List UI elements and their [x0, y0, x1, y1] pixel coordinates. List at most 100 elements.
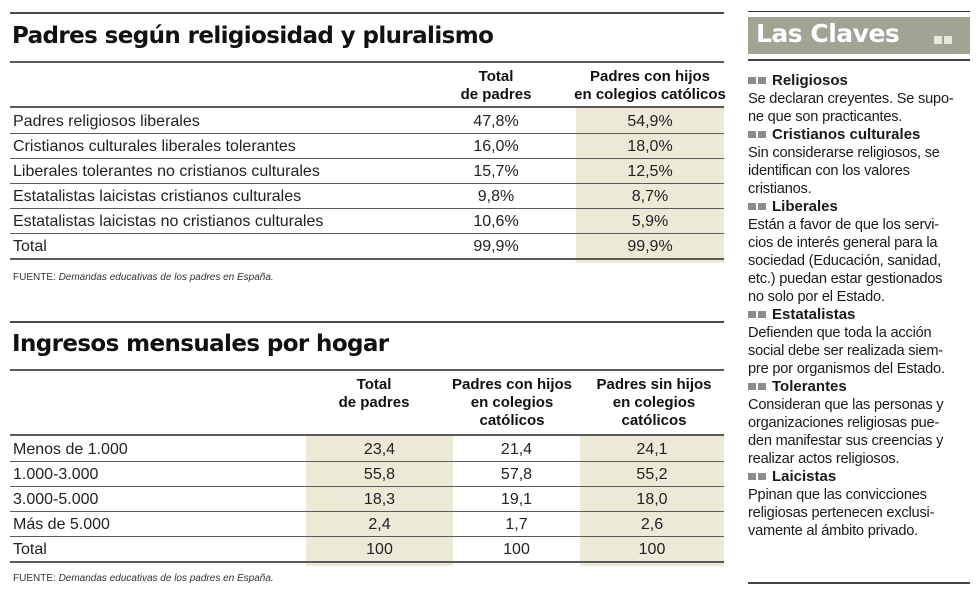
table2-row: Menos de 1.000 23,4 21,4 24,1: [10, 436, 724, 462]
table2-top-rule: [10, 321, 724, 323]
table1-row-label: Estatalistas laicistas cristianos cultur…: [13, 188, 302, 205]
table2-cell: 55,2: [636, 466, 668, 483]
table2-row: 3.000-5.000 18,3 19,1 18,0: [10, 486, 724, 512]
table1-col-total-line2: de padres: [460, 86, 532, 103]
table2-cell: 24,1: [636, 441, 668, 458]
table1-row-label: Cristianos culturales liberales tolerant…: [13, 138, 296, 155]
table1-cell: 8,7%: [631, 188, 669, 205]
claves-definition-line: den manifestar sus creencias y: [748, 433, 944, 449]
table1-cell: 5,9%: [631, 213, 669, 230]
table2-shaded-column-sin: [580, 436, 724, 566]
table2-cell: 57,8: [500, 466, 533, 483]
claves-definition-line: realizar actos religiosos.: [748, 451, 900, 467]
claves-entry-term: Tolerantes: [748, 378, 970, 396]
claves-term-label: Tolerantes: [772, 378, 847, 395]
table1-row: Cristianos culturales liberales tolerant…: [10, 133, 724, 159]
table2-row-label: Total: [13, 541, 47, 558]
claves-header: Las Claves: [748, 17, 970, 54]
table1-row: Estatalistas laicistas no cristianos cul…: [10, 208, 724, 234]
table1-row: Estatalistas laicistas cristianos cultur…: [10, 183, 724, 209]
claves-squares-icon: [934, 31, 954, 49]
table1-cell: 18,0%: [627, 138, 673, 155]
bullet-squares-icon: [748, 468, 772, 485]
claves-definition-line: Se declaran creyentes. Se supo-: [748, 91, 954, 107]
table1-source-prefix: FUENTE:: [13, 272, 56, 283]
bullet-squares-icon: [748, 306, 772, 323]
table2-title: Ingresos mensuales por hogar: [12, 331, 389, 357]
table2-cell: 18,0: [636, 491, 668, 508]
claves-definition-line: Ppinan que las convicciones: [748, 487, 927, 503]
table2-cell: 19,1: [500, 491, 533, 508]
claves-entry: Laicistas Ppinan que las convicciones reli…: [748, 468, 970, 540]
table1-row: Liberales tolerantes no cristianos cultu…: [10, 158, 724, 184]
claves-definition-line: etc.) puedan estar gestionados: [748, 271, 943, 287]
table1-source: FUENTE: Demandas educativas de los padre…: [13, 272, 274, 283]
table2-source: FUENTE: Demandas educativas de los padre…: [13, 573, 274, 584]
table2-row-label: 3.000-5.000: [13, 491, 99, 508]
table1-cell: 16,0%: [473, 138, 519, 155]
claves-definition-line: cios de interés general para la: [748, 235, 938, 251]
table1-source-text: Demandas educativas de los padres en Esp…: [58, 272, 274, 283]
claves-entry: Cristianos culturales Sin considerarse re…: [748, 126, 970, 198]
table2-source-prefix: FUENTE:: [13, 573, 56, 584]
claves-entry: Estatalistas Defienden que toda la acción…: [748, 306, 970, 378]
table1-row: Padres religiosos liberales 47,8% 54,9%: [10, 108, 724, 134]
table1-cell: 99,9%: [473, 238, 519, 255]
table2-cell: 100: [366, 541, 393, 558]
claves-definition-line: organizaciones religiosas pue-: [748, 415, 940, 431]
claves-term-label: Estatalistas: [772, 306, 856, 323]
claves-title: Las Claves: [756, 19, 900, 48]
table2-col-total-line2: de padres: [338, 394, 410, 411]
claves-entry-term: Religiosos: [748, 72, 970, 90]
bullet-squares-icon: [748, 198, 772, 215]
claves-definition-line: sociedad (Educación, sanidad,: [748, 253, 941, 269]
table2-col-con-line1: Padres con hijos: [451, 376, 573, 393]
claves-definition-line: pre por organismos del Estado.: [748, 361, 945, 377]
table2-cell: 1,7: [505, 516, 528, 533]
claves-term-label: Laicistas: [772, 468, 837, 485]
claves-definition-line: ne que son practicantes.: [748, 109, 903, 125]
table2-cell: 2,6: [640, 516, 664, 533]
claves-definition-line: cristianos.: [748, 181, 812, 197]
table1-col-catholic-line1: Padres con hijos: [589, 68, 711, 85]
table2-col-con-line2: en colegios: [470, 394, 554, 411]
bullet-squares-icon: [748, 72, 772, 89]
table2-cell: 21,4: [500, 441, 533, 458]
claves-definition-line: vamente al ámbito privado.: [748, 523, 919, 539]
claves-definition-line: no solo por el Estado.: [748, 289, 885, 305]
table1-col-catholic: Padres con hijos en colegios católicos: [570, 68, 730, 104]
claves-entry: Liberales Están a favor de que los servi-…: [748, 198, 970, 306]
table2-cell: 23,4: [363, 441, 396, 458]
claves-term-label: Liberales: [772, 198, 838, 215]
claves-entry-term: Estatalistas: [748, 306, 970, 324]
table1-cell: 99,9%: [627, 238, 673, 255]
table1-cell: 10,6%: [473, 213, 519, 230]
claves-entry-term: Liberales: [748, 198, 970, 216]
claves-definition-line: identifican con los valores: [748, 163, 910, 179]
table2-source-text: Demandas educativas de los padres en Esp…: [58, 573, 274, 584]
table2-col-sin: Padres sin hijos en colegios católicos: [584, 376, 724, 430]
table2-row-label: 1.000-3.000: [13, 466, 99, 483]
table1-col-total: Total de padres: [426, 68, 566, 104]
table1-cell: 54,9%: [627, 113, 673, 130]
table2-col-total-line1: Total: [356, 376, 392, 393]
table1-row-label: Total: [13, 238, 47, 255]
table2-subheader-rule: [10, 434, 724, 436]
table1-title: Padres según religiosidad y pluralismo: [12, 23, 494, 49]
table2-cell: 18,3: [363, 491, 396, 508]
table2-header-rule: [10, 369, 724, 371]
table1-col-total-line1: Total: [478, 68, 514, 85]
claves-entry: Religiosos Se declaran creyentes. Se supo…: [748, 72, 970, 126]
table2-shaded-column-total: [306, 436, 453, 566]
table2-cell: 2,4: [368, 516, 391, 533]
claves-term-label: Religiosos: [772, 72, 848, 89]
table2-col-con: Padres con hijos en colegios católicos: [442, 376, 582, 430]
claves-bottom-rule: [748, 582, 970, 584]
table1-row-label: Estatalistas laicistas no cristianos cul…: [13, 213, 324, 230]
table1-row-label: Liberales tolerantes no cristianos cultu…: [13, 163, 320, 180]
claves-definition-line: Están a favor de que los servi-: [748, 217, 939, 233]
claves-term-label: Cristianos culturales: [772, 126, 921, 143]
bullet-squares-icon: [748, 378, 772, 395]
table2-cell: 100: [503, 541, 530, 558]
claves-entry-term: Laicistas: [748, 468, 970, 486]
